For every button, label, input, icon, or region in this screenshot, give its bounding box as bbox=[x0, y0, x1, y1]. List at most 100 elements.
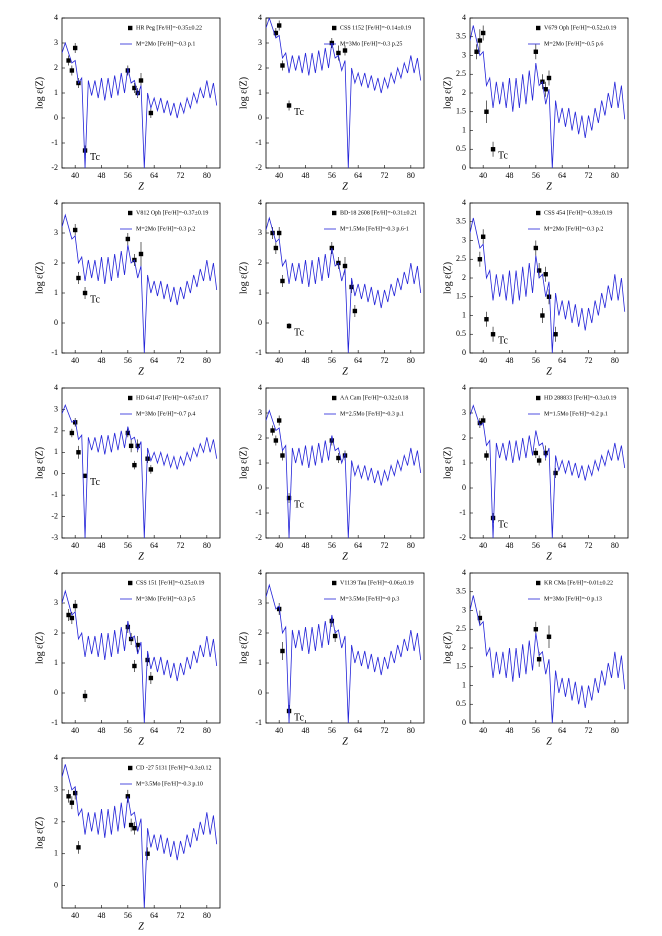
data-point bbox=[148, 110, 154, 116]
data-point bbox=[533, 245, 539, 251]
legend-label: V812 Oph [Fe/H]=-0.37±0.19 bbox=[136, 210, 208, 216]
data-point bbox=[82, 473, 88, 479]
data-point bbox=[286, 323, 292, 329]
x-axis-label: Z bbox=[546, 366, 552, 377]
y-tick-label: 0 bbox=[462, 348, 466, 357]
legend-symbol bbox=[536, 210, 541, 216]
annotation: Tc bbox=[498, 151, 508, 162]
y-tick-label: 4 bbox=[54, 753, 58, 762]
y-tick-label: 3 bbox=[258, 38, 262, 47]
y-tick-label: 4 bbox=[54, 13, 58, 22]
x-tick-label: 64 bbox=[150, 911, 158, 920]
y-tick-label: 1 bbox=[54, 447, 58, 456]
data-point bbox=[69, 615, 75, 621]
annotation: Tc bbox=[90, 477, 100, 488]
data-point bbox=[342, 48, 348, 53]
x-tick-label: 72 bbox=[177, 171, 185, 180]
x-tick-label: 72 bbox=[177, 541, 185, 550]
y-tick-label: -1 bbox=[255, 718, 262, 727]
data-point bbox=[82, 693, 88, 699]
x-tick-label: 48 bbox=[506, 356, 514, 365]
legend-symbol bbox=[128, 210, 133, 216]
data-point bbox=[76, 275, 81, 281]
data-point bbox=[280, 648, 285, 654]
data-point bbox=[536, 268, 542, 273]
x-tick-label: 56 bbox=[124, 541, 132, 550]
y-tick-label: 3 bbox=[462, 50, 466, 59]
model-line bbox=[470, 25, 626, 168]
y-tick-label: 2 bbox=[462, 273, 466, 282]
y-tick-label: 1 bbox=[462, 458, 466, 467]
y-tick-label: 4 bbox=[462, 568, 466, 577]
x-tick-label: 56 bbox=[532, 541, 540, 550]
y-tick-label: 0.5 bbox=[456, 699, 466, 708]
annotation: Tc bbox=[294, 107, 304, 118]
y-tick-label: 0 bbox=[54, 880, 58, 889]
annotation: Tc bbox=[294, 327, 304, 338]
data-point bbox=[477, 615, 483, 621]
data-point bbox=[543, 450, 548, 456]
legend-label: M=1.5Mo [Fe/H]=-0.2 p.1 bbox=[544, 411, 608, 417]
data-point bbox=[533, 450, 539, 456]
y-tick-label: 0 bbox=[54, 113, 58, 122]
legend-label: M=3.5Mo [Fe/H]=-0.3 p.10 bbox=[136, 781, 203, 787]
y-tick-label: 0 bbox=[54, 318, 58, 327]
legend-symbol bbox=[332, 25, 337, 31]
x-tick-label: 64 bbox=[150, 356, 158, 365]
data-point bbox=[546, 294, 552, 299]
x-tick-label: 48 bbox=[302, 541, 310, 550]
data-point bbox=[276, 23, 282, 28]
legend-label: M=3Mo [Fe/H]=-0.7 p.4 bbox=[136, 411, 195, 417]
x-tick-label: 48 bbox=[98, 541, 106, 550]
data-point bbox=[82, 148, 88, 153]
x-tick-label: 80 bbox=[203, 726, 211, 735]
y-tick-label: 0.5 bbox=[456, 329, 466, 338]
data-point bbox=[477, 257, 483, 262]
x-tick-label: 56 bbox=[328, 726, 336, 735]
annotation: Tc bbox=[90, 152, 100, 163]
plot-frame bbox=[61, 757, 221, 909]
y-tick-label: 3 bbox=[462, 235, 466, 244]
x-tick-label: 80 bbox=[203, 171, 211, 180]
model-line bbox=[62, 589, 218, 723]
model-line bbox=[62, 41, 218, 168]
y-tick-label: -1 bbox=[255, 138, 262, 147]
data-point bbox=[76, 845, 81, 850]
data-point bbox=[138, 78, 144, 83]
x-tick-label: 48 bbox=[98, 911, 106, 920]
data-point bbox=[553, 470, 558, 476]
x-tick-label: 80 bbox=[611, 171, 619, 180]
legend-label: M=2Mo [Fe/H]=-0.5 p.6 bbox=[544, 41, 603, 47]
legend-symbol bbox=[128, 765, 133, 771]
data-point bbox=[276, 230, 282, 236]
x-tick-label: 56 bbox=[328, 356, 336, 365]
legend-label: CSS 151 [Fe/H]=-0.25±0.19 bbox=[136, 580, 204, 586]
y-tick-label: 3 bbox=[54, 38, 58, 47]
x-tick-label: 64 bbox=[558, 171, 566, 180]
data-point bbox=[69, 68, 75, 73]
x-axis-label: Z bbox=[546, 736, 552, 747]
data-point bbox=[484, 317, 489, 322]
y-tick-label: 0 bbox=[462, 483, 466, 492]
legend-label: HR Peg [Fe/H]=-0.35±0.22 bbox=[136, 25, 202, 31]
x-tick-label: 48 bbox=[98, 356, 106, 365]
x-tick-label: 40 bbox=[71, 541, 79, 550]
y-tick-label: -2 bbox=[255, 163, 262, 172]
y-tick-label: 0 bbox=[54, 688, 58, 697]
x-tick-label: 56 bbox=[124, 171, 132, 180]
x-axis-label: Z bbox=[342, 366, 348, 377]
y-axis-label: log ε(Z) bbox=[442, 77, 453, 109]
data-point bbox=[286, 495, 292, 501]
annotation: Tc bbox=[498, 336, 508, 347]
legend-label: M=2.5Mo [Fe/H]=-0.3 p.1 bbox=[340, 411, 404, 417]
y-tick-label: -1 bbox=[51, 718, 58, 727]
y-tick-label: 2 bbox=[258, 258, 262, 267]
x-tick-label: 64 bbox=[558, 541, 566, 550]
legend-symbol bbox=[536, 25, 541, 31]
data-point bbox=[329, 438, 335, 443]
data-point bbox=[72, 227, 78, 233]
legend-label: M=3Mo [Fe/H]=-0.3 p.5 bbox=[136, 596, 195, 602]
x-axis-label: Z bbox=[342, 181, 348, 192]
